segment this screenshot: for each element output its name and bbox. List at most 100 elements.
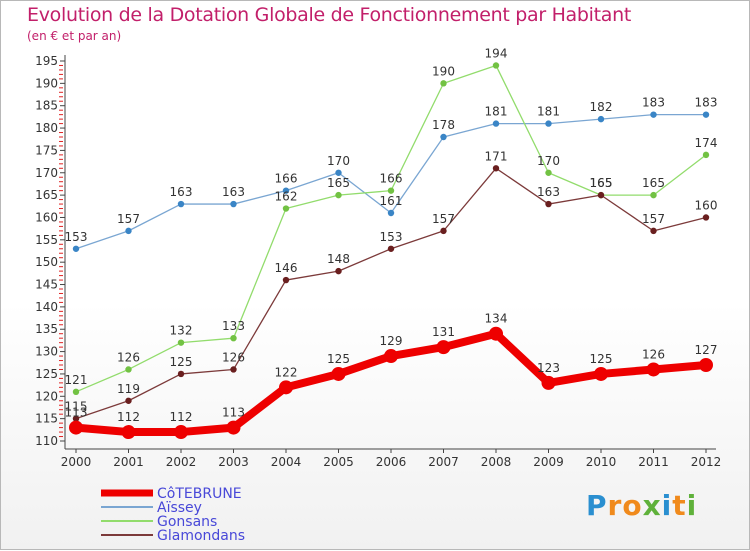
data-point-glamondans xyxy=(545,200,552,208)
x-tick-label: 2004 xyxy=(271,455,302,469)
data-point-aissey xyxy=(72,245,80,252)
data-label-cotebrune: 125 xyxy=(590,352,613,366)
x-tick-label: 2007 xyxy=(428,455,459,469)
logo-letter: P xyxy=(586,489,608,522)
data-point-glamondans xyxy=(177,370,185,378)
data-label-cotebrune: 131 xyxy=(432,325,455,339)
y-tick-label: 115 xyxy=(35,412,58,426)
data-label-glamondans: 153 xyxy=(380,230,403,244)
data-point-cotebrune xyxy=(279,380,293,395)
logo-letter: x xyxy=(642,489,662,522)
data-point-aissey xyxy=(335,169,342,176)
data-label-glamondans: 148 xyxy=(327,252,350,266)
data-point-gonsans xyxy=(177,339,185,346)
data-label-gonsans: 166 xyxy=(380,172,403,186)
data-point-glamondans xyxy=(492,165,500,172)
data-label-gonsans: 165 xyxy=(327,176,350,190)
data-label-aissey: 183 xyxy=(695,96,718,110)
data-point-aissey xyxy=(545,120,552,127)
x-tick-label: 2002 xyxy=(166,455,197,469)
data-label-aissey: 178 xyxy=(432,118,455,132)
data-label-cotebrune: 113 xyxy=(65,406,88,420)
data-label-gonsans: 190 xyxy=(432,64,455,78)
y-tick-label: 135 xyxy=(35,322,58,336)
data-point-aissey xyxy=(597,115,605,123)
data-label-cotebrune: 112 xyxy=(170,410,193,424)
data-point-gonsans xyxy=(72,388,80,396)
y-tick-label: 130 xyxy=(35,345,58,359)
data-point-aissey xyxy=(282,187,290,194)
data-point-cotebrune xyxy=(121,425,136,440)
y-tick-label: 180 xyxy=(35,121,58,135)
data-label-glamondans: 146 xyxy=(275,261,298,275)
data-point-aissey xyxy=(702,111,710,118)
legend-label-glamondans: Glamondans xyxy=(157,528,245,544)
data-point-gonsans xyxy=(650,191,657,199)
logo-letter: i xyxy=(661,489,673,522)
data-point-aissey xyxy=(650,111,657,118)
data-point-aissey xyxy=(440,133,447,141)
y-tick-label: 185 xyxy=(35,99,58,113)
chart-title: Evolution de la Dotation Globale de Fonc… xyxy=(27,4,632,26)
data-label-cotebrune: 123 xyxy=(537,361,560,375)
series-layer xyxy=(69,62,713,440)
data-label-cotebrune: 122 xyxy=(275,365,298,379)
data-label-aissey: 166 xyxy=(275,172,298,186)
data-label-glamondans: 126 xyxy=(222,350,245,364)
data-point-cotebrune xyxy=(699,358,713,372)
data-label-glamondans: 157 xyxy=(432,212,455,226)
data-point-gonsans xyxy=(125,366,132,373)
data-point-gonsans xyxy=(545,169,552,176)
data-point-glamondans xyxy=(440,227,447,235)
data-label-cotebrune: 113 xyxy=(222,406,245,420)
data-point-glamondans xyxy=(335,267,342,275)
y-tick-label: 145 xyxy=(35,278,58,292)
data-point-aissey xyxy=(387,209,395,217)
data-label-aissey: 163 xyxy=(222,185,245,199)
data-point-cotebrune xyxy=(331,366,346,381)
data-label-gonsans: 170 xyxy=(537,154,560,168)
data-label-gonsans: 165 xyxy=(642,176,665,190)
data-label-gonsans: 194 xyxy=(485,46,508,60)
logo-letter: t xyxy=(672,489,687,522)
proxiti-logo: Proxiti xyxy=(586,489,697,522)
data-label-cotebrune: 127 xyxy=(695,343,718,357)
y-tick-label: 165 xyxy=(35,188,58,202)
data-point-cotebrune xyxy=(174,425,188,440)
y-tick-label: 150 xyxy=(35,255,58,269)
data-label-aissey: 153 xyxy=(65,230,88,244)
data-label-gonsans: 132 xyxy=(170,324,193,338)
x-tick-label: 2003 xyxy=(218,455,249,469)
data-point-glamondans xyxy=(230,366,237,373)
data-label-aissey: 161 xyxy=(380,194,403,208)
data-label-cotebrune: 112 xyxy=(117,410,140,424)
x-tick-label: 2000 xyxy=(61,455,92,469)
data-point-cotebrune xyxy=(436,340,451,355)
data-point-aissey xyxy=(492,120,500,127)
data-label-gonsans: 133 xyxy=(222,319,245,333)
data-label-aissey: 182 xyxy=(590,100,613,114)
data-label-cotebrune: 125 xyxy=(327,352,350,366)
legend-label-cotebrune: CôTEBRUNE xyxy=(157,486,242,502)
data-point-gonsans xyxy=(440,80,447,87)
data-point-cotebrune xyxy=(489,326,503,341)
y-tick-label: 170 xyxy=(35,166,58,180)
data-point-cotebrune xyxy=(646,362,661,377)
data-point-glamondans xyxy=(702,214,710,221)
x-tick-label: 2010 xyxy=(586,455,617,469)
data-label-gonsans: 126 xyxy=(117,350,140,364)
x-tick-label: 2006 xyxy=(376,455,407,469)
x-tick-label: 2012 xyxy=(691,455,722,469)
data-point-aissey xyxy=(177,200,185,208)
legend-label-aissey: Aïssey xyxy=(157,500,202,516)
x-tick-label: 2009 xyxy=(533,455,564,469)
data-labels: 153 157 163 163 166 170 161 178 181 181 182 183 183 1… xyxy=(65,46,718,424)
data-label-glamondans: 163 xyxy=(537,185,560,199)
data-point-cotebrune xyxy=(541,375,556,390)
data-label-aissey: 183 xyxy=(642,96,665,110)
y-tick-label: 140 xyxy=(35,300,58,314)
y-tick-label: 160 xyxy=(35,210,58,224)
data-point-gonsans xyxy=(335,191,342,199)
